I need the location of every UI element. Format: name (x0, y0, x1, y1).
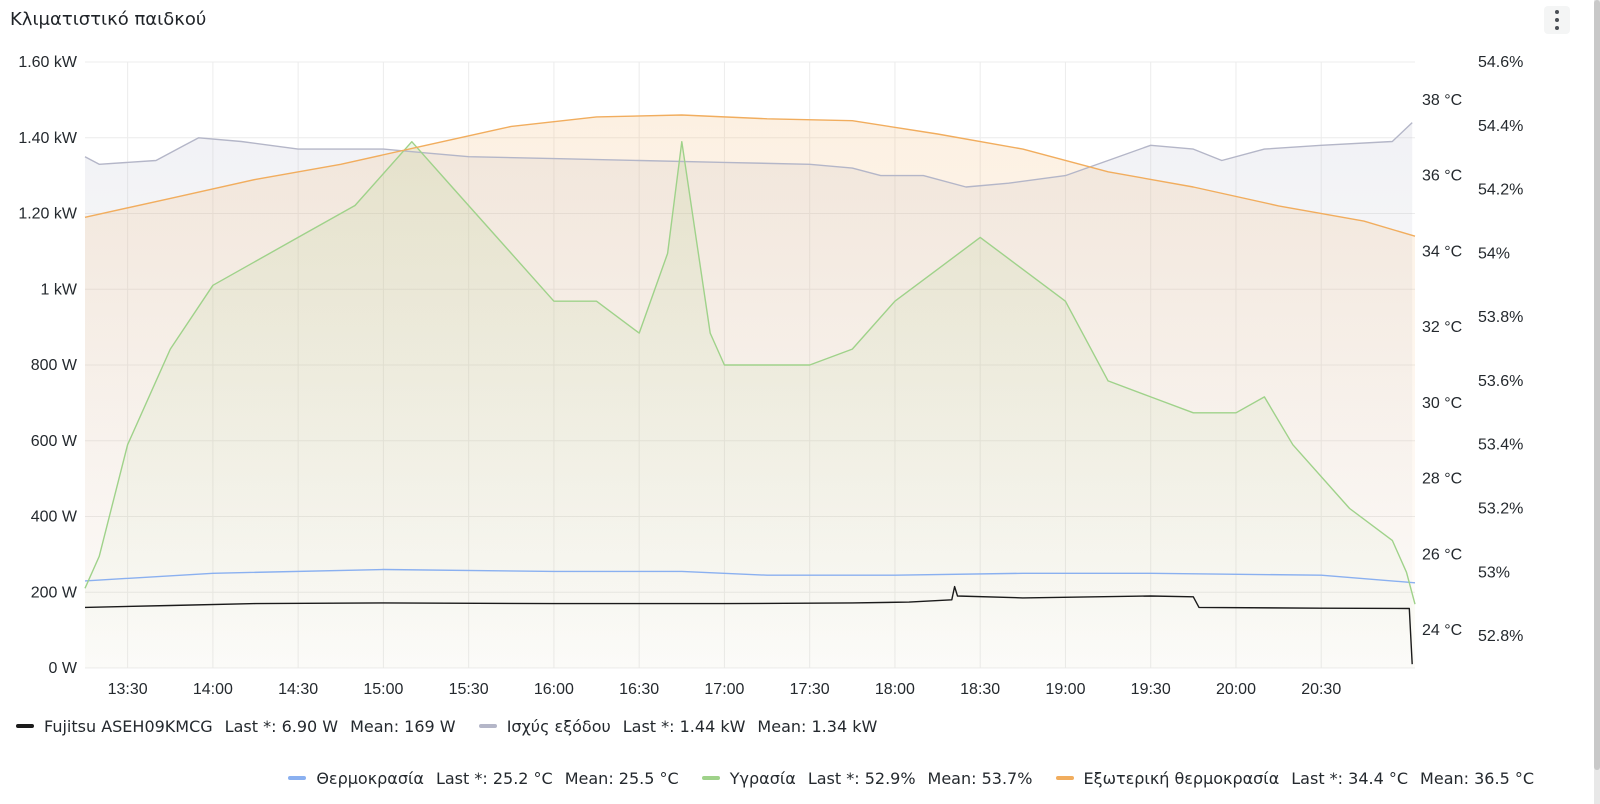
x-tick-label: 19:30 (1131, 681, 1171, 698)
y-temp-tick-label: 36 °C (1422, 168, 1462, 185)
x-tick-label: 20:00 (1216, 681, 1256, 698)
legend-item[interactable]: Θερμοκρασία Last *: 25.2 °C Mean: 25.5 °… (288, 768, 679, 788)
legend-mean-value: Mean: 25.5 °C (564, 768, 679, 788)
y-left-tick-label: 1 kW (41, 281, 78, 298)
y-left-tick-label: 1.20 kW (18, 206, 78, 223)
legend-row-1: Fujitsu ASEH09KMCG Last *: 6.90 W Mean: … (16, 713, 895, 736)
series-line-4[interactable] (84, 114, 1416, 237)
x-tick-label: 17:00 (704, 681, 744, 698)
legend-mean-value: Mean: 36.5 °C (1420, 768, 1534, 788)
legend-swatch (16, 724, 34, 728)
y-temp-tick-label: 32 °C (1422, 319, 1462, 336)
x-tick-label: 16:00 (534, 681, 574, 698)
y-hum-tick-label: 53.8% (1478, 309, 1523, 326)
legend-item[interactable]: Ισχύς εξόδου Last *: 1.44 kW Mean: 1.34 … (478, 716, 878, 736)
x-tick-label: 13:30 (108, 681, 148, 698)
legend-swatch (1055, 776, 1074, 780)
series-line-1[interactable] (84, 122, 1413, 188)
y-hum-tick-label: 54.4% (1478, 118, 1523, 135)
kebab-menu-icon (1555, 8, 1559, 32)
legend-series-name: Ισχύς εξόδου (506, 716, 611, 736)
legend-last-value: Last *: 25.2 °C (435, 768, 553, 788)
y-hum-tick-label: 54% (1478, 245, 1510, 262)
y-hum-tick-label: 52.8% (1478, 628, 1523, 645)
y-hum-tick-label: 53.4% (1478, 437, 1523, 454)
legend-last-value: Last *: 6.90 W (224, 716, 339, 736)
legend-swatch (288, 776, 307, 780)
legend-series-name: Fujitsu ASEH09KMCG (44, 716, 213, 736)
y-left-tick-label: 200 W (31, 584, 78, 601)
y-hum-tick-label: 53.2% (1478, 501, 1523, 518)
y-left-tick-label: 1.60 kW (18, 54, 78, 71)
y-temp-tick-label: 26 °C (1422, 546, 1462, 563)
y-hum-tick-label: 53.6% (1478, 373, 1523, 390)
legend-swatch (478, 724, 497, 728)
time-series-chart[interactable]: 0 W 200 W 400 W 600 W 800 W 1 kW 1.20 kW 1.40 k… (0, 40, 1560, 705)
legend-mean-value: Mean: 53.7% (927, 768, 1033, 788)
y-temp-tick-label: 38 °C (1422, 92, 1462, 109)
legend-item[interactable]: Εξωτερική θερμοκρασία Last *: 34.4 °C Me… (1055, 768, 1534, 788)
legend-series-name: Εξωτερική θερμοκρασία (1083, 768, 1280, 788)
x-tick-label: 17:30 (790, 681, 830, 698)
y-left-tick-label: 600 W (31, 433, 78, 450)
legend-series-name: Θερμοκρασία (316, 768, 424, 788)
y-hum-tick-label: 54.2% (1478, 182, 1523, 199)
legend-mean-value: Mean: 1.34 kW (757, 716, 878, 736)
y-temp-tick-label: 34 °C (1422, 243, 1462, 260)
y-hum-tick-label: 53% (1478, 564, 1510, 581)
y-left-tick-label: 400 W (31, 509, 78, 526)
legend-last-value: Last *: 1.44 kW (622, 716, 746, 736)
x-tick-label: 20:30 (1301, 681, 1341, 698)
x-tick-label: 14:00 (193, 681, 233, 698)
scrollbar-thumb[interactable] (1594, 0, 1600, 770)
panel-menu-button[interactable] (1544, 6, 1570, 34)
y-temp-tick-label: 30 °C (1422, 395, 1462, 412)
legend-item[interactable]: Υγρασία Last *: 52.9% Mean: 53.7% (701, 768, 1033, 788)
legend-last-value: Last *: 52.9% (807, 768, 916, 788)
x-tick-label: 15:30 (449, 681, 489, 698)
x-tick-label: 16:30 (619, 681, 659, 698)
legend-series-name: Υγρασία (729, 768, 796, 788)
x-tick-label: 15:00 (363, 681, 403, 698)
legend-row-2: Θερμοκρασία Last *: 25.2 °C Mean: 25.5 °… (288, 765, 1534, 788)
x-tick-label: 18:30 (960, 681, 1000, 698)
legend-last-value: Last *: 34.4 °C (1291, 768, 1409, 788)
y-temp-tick-label: 24 °C (1422, 622, 1462, 639)
legend-swatch (701, 776, 720, 780)
y-left-tick-label: 800 W (31, 357, 78, 374)
y-left-tick-label: 1.40 kW (18, 130, 78, 147)
y-left-tick-label: 0 W (49, 660, 78, 677)
x-tick-label: 18:00 (875, 681, 915, 698)
x-tick-label: 14:30 (278, 681, 318, 698)
panel-title: Κλιματιστικό παιδκού (10, 9, 207, 30)
y-temp-tick-label: 28 °C (1422, 471, 1462, 488)
series-line-2[interactable] (84, 568, 1416, 584)
legend-mean-value: Mean: 169 W (350, 716, 456, 736)
y-hum-tick-label: 54.6% (1478, 54, 1523, 71)
legend-item[interactable]: Fujitsu ASEH09KMCG Last *: 6.90 W Mean: … (16, 717, 456, 736)
x-tick-label: 19:00 (1045, 681, 1085, 698)
series-area-4 (85, 115, 1415, 668)
series-line-0[interactable] (84, 585, 1413, 665)
series-line-3[interactable] (84, 141, 1416, 605)
